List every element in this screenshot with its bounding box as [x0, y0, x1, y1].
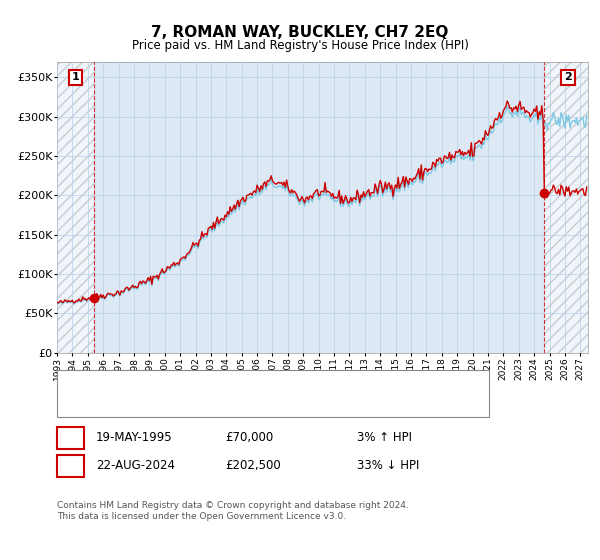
Text: 7, ROMAN WAY, BUCKLEY, CH7 2EQ: 7, ROMAN WAY, BUCKLEY, CH7 2EQ	[151, 25, 449, 40]
Text: 33% ↓ HPI: 33% ↓ HPI	[357, 459, 419, 473]
Bar	[57, 62, 94, 353]
Text: 7, ROMAN WAY, BUCKLEY, CH7 2EQ (detached house): 7, ROMAN WAY, BUCKLEY, CH7 2EQ (detached…	[98, 378, 377, 388]
Text: 1: 1	[71, 72, 79, 82]
Text: 1: 1	[67, 431, 74, 445]
Text: 3% ↑ HPI: 3% ↑ HPI	[357, 431, 412, 445]
Text: £202,500: £202,500	[225, 459, 281, 473]
Text: Price paid vs. HM Land Registry's House Price Index (HPI): Price paid vs. HM Land Registry's House …	[131, 39, 469, 52]
Text: 19-MAY-1995: 19-MAY-1995	[96, 431, 173, 445]
Text: 2: 2	[67, 459, 74, 473]
Text: £70,000: £70,000	[225, 431, 273, 445]
Text: HPI: Average price, detached house, Flintshire: HPI: Average price, detached house, Flin…	[98, 402, 339, 412]
Text: 22-AUG-2024: 22-AUG-2024	[96, 459, 175, 473]
Bar	[544, 62, 588, 353]
Text: 2: 2	[564, 72, 572, 82]
Text: Contains HM Land Registry data © Crown copyright and database right 2024.
This d: Contains HM Land Registry data © Crown c…	[57, 501, 409, 521]
